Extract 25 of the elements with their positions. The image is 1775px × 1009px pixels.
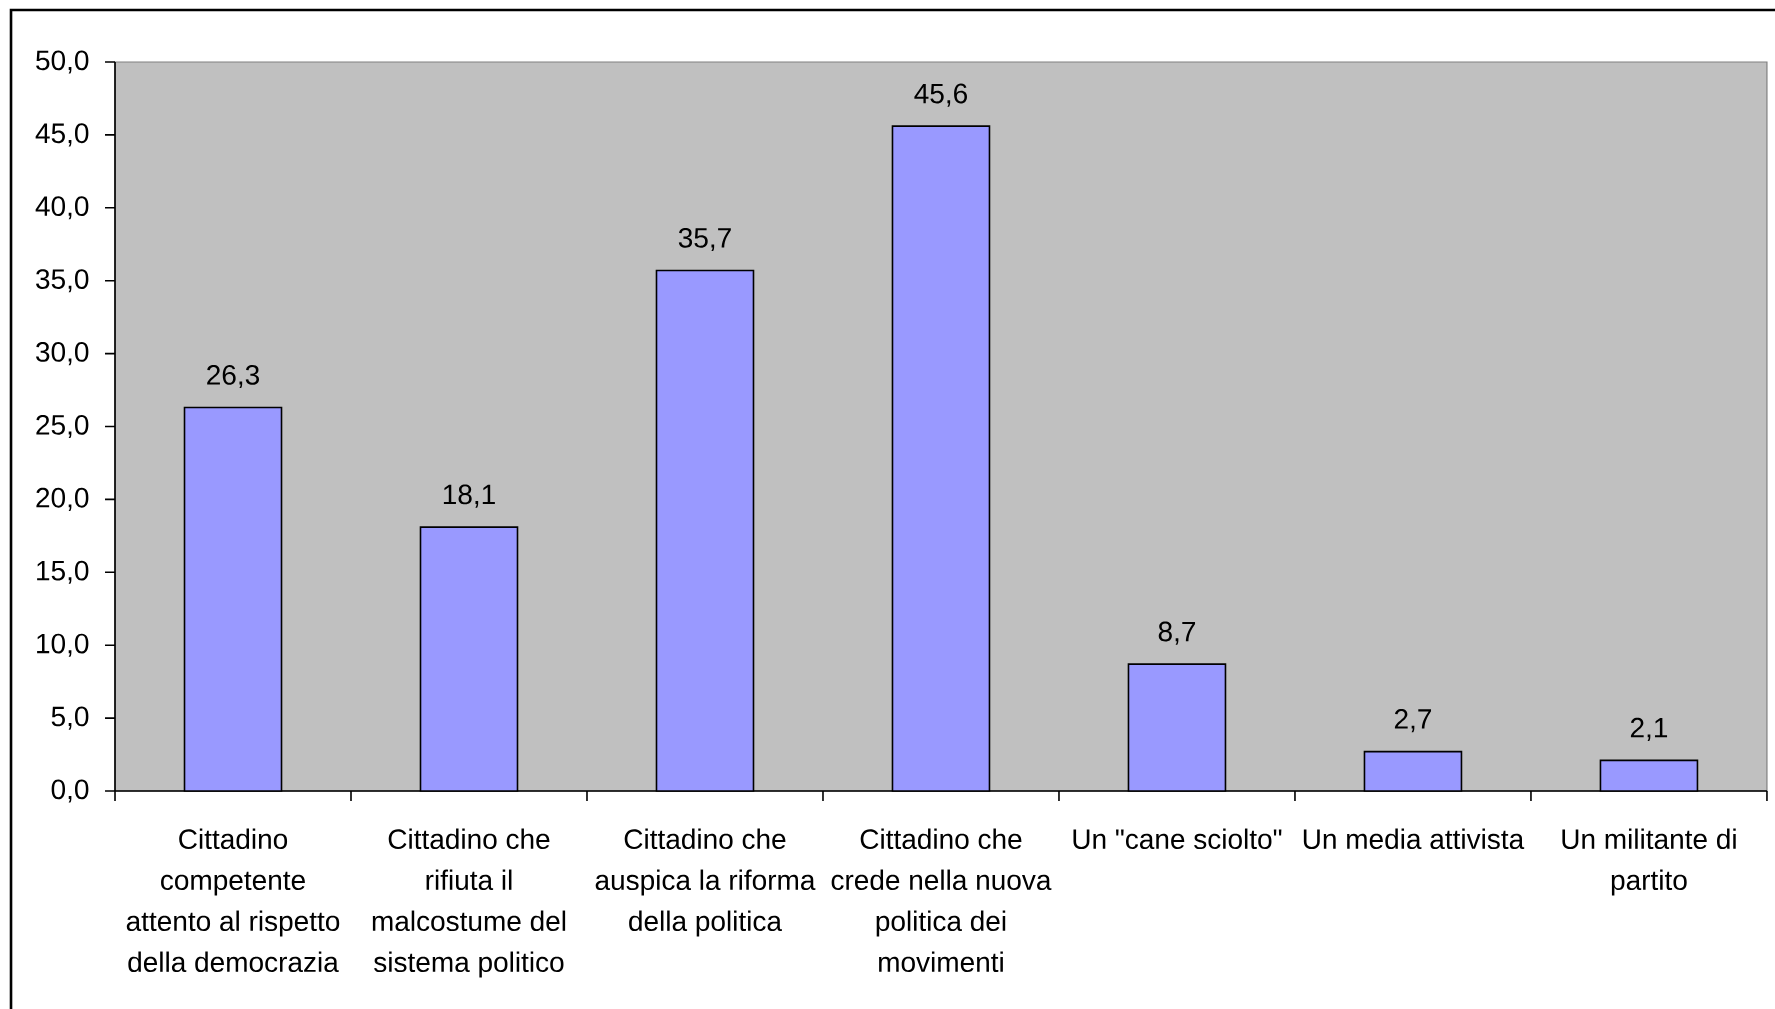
x-tick-label: Un "cane sciolto" — [1073, 828, 1282, 850]
y-tick-label: 30,0 — [36, 342, 89, 366]
y-tick-label: 15,0 — [37, 560, 89, 584]
y-tick-label: 0,0 — [51, 779, 89, 803]
data-label: 2,1 — [1630, 717, 1668, 741]
data-label: 26,3 — [207, 365, 260, 389]
data-label: 8,7 — [1158, 621, 1196, 645]
x-tick-label: Cittadino che crede nella nuova politica dei movimenti — [831, 828, 1052, 973]
x-tick-label: Cittadino che auspica la riforma della politica — [595, 828, 816, 937]
y-tick-label: 35,0 — [36, 269, 89, 293]
x-tick-label: Cittadino che rifiuta il malcostume del sistema politico — [372, 828, 566, 978]
data-label: 2,7 — [1394, 709, 1432, 733]
y-tick-label: 40,0 — [35, 196, 89, 220]
y-tick-label: 10,0 — [37, 633, 89, 657]
y-tick-label: 20,0 — [36, 487, 89, 511]
y-tick-label: 25,0 — [36, 414, 89, 439]
y-tick-label: 50,0 — [36, 50, 89, 74]
x-tick-label: Un militante di partito — [1562, 828, 1736, 896]
y-tick-label: 5,0 — [51, 706, 89, 730]
data-label: 35,7 — [678, 227, 731, 252]
x-tick-label: Cittadino competente attento al rispetto della democrazia — [126, 828, 340, 973]
x-tick-label: Un media attivista — [1303, 828, 1525, 850]
data-label: 45,6 — [914, 83, 967, 107]
y-tick-label: 45,0 — [35, 123, 89, 147]
data-label: 18,1 — [443, 484, 495, 508]
